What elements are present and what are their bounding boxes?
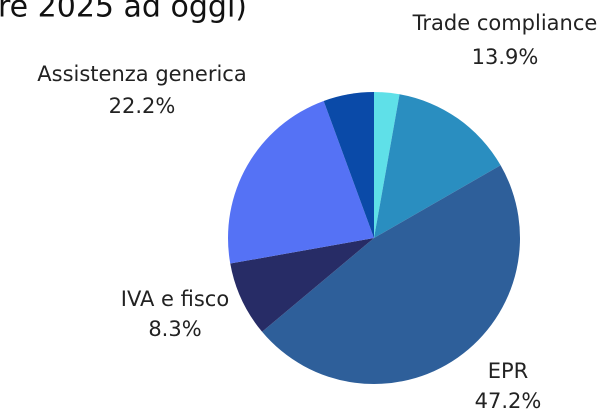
pie-slice <box>374 92 400 238</box>
pie-slice <box>262 165 521 385</box>
chart-title: re 2025 ad oggi) <box>0 0 247 25</box>
slice-value-label: 13.9% <box>472 45 539 69</box>
slice-value-label: 47.2% <box>475 389 542 412</box>
slice-label: Trade compliance <box>412 11 598 35</box>
pie-slice <box>374 94 501 239</box>
pie-slice <box>230 238 374 332</box>
slice-value-label: 22.2% <box>109 94 176 118</box>
slice-label: Assistenza generica <box>37 62 246 86</box>
pie-slice <box>323 92 374 238</box>
pie-slice <box>227 100 374 264</box>
slice-label: IVA e fisco <box>121 287 229 311</box>
slice-value-label: 8.3% <box>148 317 201 341</box>
slice-label: EPR <box>488 359 529 383</box>
